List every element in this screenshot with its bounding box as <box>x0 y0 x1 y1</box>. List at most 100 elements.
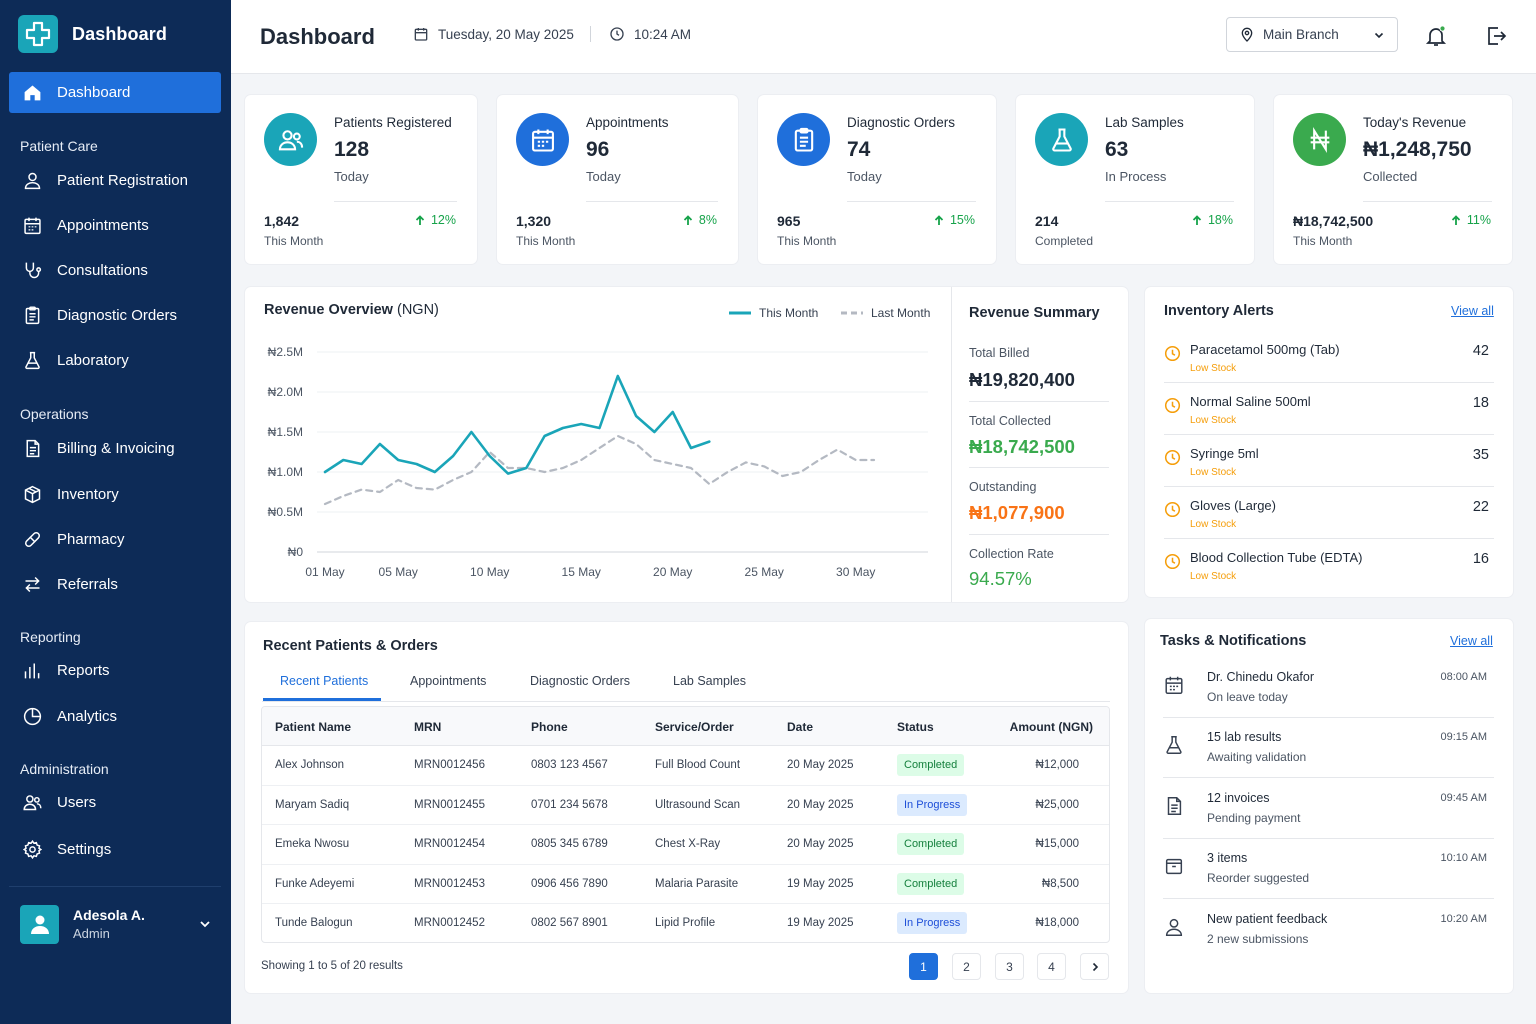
table-row[interactable]: Maryam Sadiq MRN0012455 0701 234 5678 Ultra… <box>262 786 1109 826</box>
tasks-card <box>1145 619 1513 993</box>
column-header[interactable]: MRN <box>414 720 442 734</box>
clock-warning-icon <box>1164 553 1181 570</box>
inventory-item-name[interactable]: Paracetamol 500mg (Tab) <box>1190 342 1340 357</box>
x-tick-label: 10 May <box>470 565 509 579</box>
inventory-item-name[interactable]: Gloves (Large) <box>1190 498 1276 513</box>
users-icon <box>23 795 42 811</box>
page-button[interactable]: 1 <box>909 953 938 980</box>
cell-mrn: MRN0012452 <box>414 917 485 930</box>
clock-warning-icon <box>1164 449 1181 466</box>
user-profile[interactable]: Adesola A. Admin <box>20 904 212 944</box>
stat-value: 96 <box>586 138 610 161</box>
page-button[interactable]: 3 <box>995 953 1024 980</box>
inventory-item-name[interactable]: Normal Saline 500ml <box>1190 394 1311 409</box>
brand[interactable]: Dashboard <box>18 15 167 53</box>
sidebar-item-label: Diagnostic Orders <box>57 307 178 324</box>
pagination-info: Showing 1 to 5 of 20 results <box>261 960 403 972</box>
list-divider <box>1164 382 1494 383</box>
sidebar: Dashboard Dashboard Patient Care Patient… <box>0 0 231 1024</box>
sidebar-item-reports[interactable]: Reports <box>9 650 221 691</box>
sidebar-item-diagnostic-orders[interactable]: Diagnostic Orders <box>9 295 221 336</box>
stat-change: 18% <box>1192 213 1233 227</box>
box-icon <box>24 485 41 504</box>
branch-selector[interactable]: Main Branch <box>1226 17 1398 52</box>
column-header[interactable]: Amount (NGN) <box>1009 720 1093 734</box>
stat-change: 11% <box>1451 213 1491 227</box>
stat-divider <box>1105 201 1234 202</box>
status-badge: Completed <box>897 833 965 856</box>
sidebar-item-label: Patient Registration <box>57 172 188 189</box>
list-divider <box>1164 538 1494 539</box>
date-text: Tuesday, 20 May 2025 <box>438 26 574 42</box>
sidebar-item-laboratory[interactable]: Laboratory <box>9 340 221 381</box>
column-header[interactable]: Patient Name <box>275 720 352 734</box>
task-title[interactable]: New patient feedback <box>1207 911 1328 926</box>
tab-lab-samples[interactable]: Lab Samples <box>673 674 746 688</box>
sidebar-item-billing[interactable]: Billing & Invoicing <box>9 428 221 469</box>
y-tick-label: ₦2.5M <box>268 345 303 359</box>
tab-recent-patients[interactable]: Recent Patients <box>280 674 369 688</box>
clock-warning-icon <box>1164 345 1181 362</box>
column-header[interactable]: Service/Order <box>655 720 734 734</box>
arrows-icon <box>25 576 40 593</box>
stat-month-label: This Month <box>777 234 837 248</box>
list-divider <box>1163 837 1494 839</box>
logout-icon[interactable] <box>1484 24 1508 48</box>
cell-phone: 0802 567 8901 <box>531 917 608 930</box>
cell-service: Full Blood Count <box>655 759 741 771</box>
table-row[interactable]: Funke Adeyemi MRN0012453 0906 456 7890 Mala… <box>262 865 1109 905</box>
header-separator <box>590 26 591 42</box>
list-divider <box>1163 898 1494 900</box>
table-row[interactable]: Alex Johnson MRN0012456 0803 123 4567 Full … <box>262 746 1109 786</box>
sidebar-item-consultations[interactable]: Consultations <box>9 250 221 291</box>
sidebar-item-appointments[interactable]: Appointments <box>9 205 221 246</box>
total-billed-value: ₦19,820,400 <box>969 369 1075 390</box>
x-tick-label: 30 May <box>836 565 875 579</box>
sidebar-item-settings[interactable]: Settings <box>9 829 221 870</box>
header-time: 10:24 AM <box>609 26 691 42</box>
arrow-up-icon <box>683 214 693 225</box>
task-title[interactable]: 12 invoices <box>1207 790 1270 805</box>
clipboard-icon <box>25 306 40 325</box>
bell-icon[interactable] <box>1424 24 1448 48</box>
summary-label: Outstanding <box>969 480 1037 494</box>
tasks-view-all-link[interactable]: View all <box>1450 634 1493 648</box>
task-title[interactable]: 15 lab results <box>1207 730 1282 745</box>
cell-mrn: MRN0012454 <box>414 838 485 851</box>
inventory-item-name[interactable]: Syringe 5ml <box>1190 446 1259 461</box>
task-title[interactable]: Dr. Chinedu Okafor <box>1207 670 1314 684</box>
sidebar-item-referrals[interactable]: Referrals <box>9 564 221 605</box>
table-row[interactable]: Emeka Nwosu MRN0012454 0805 345 6789 Chest … <box>262 825 1109 865</box>
column-header[interactable]: Status <box>897 720 934 734</box>
table-header: Patient Name MRN Phone Service/Order Dat… <box>262 707 1109 746</box>
table-row[interactable]: Tunde Balogun MRN0012452 0802 567 8901 Lipi… <box>262 904 1109 942</box>
stat-change-value: 15% <box>949 213 975 227</box>
page-button[interactable]: 4 <box>1037 953 1066 980</box>
sidebar-item-patient-registration[interactable]: Patient Registration <box>9 160 221 201</box>
arrow-up-icon <box>415 214 425 225</box>
inventory-item-name[interactable]: Blood Collection Tube (EDTA) <box>1190 550 1363 565</box>
column-header[interactable]: Phone <box>531 720 568 734</box>
sidebar-item-inventory[interactable]: Inventory <box>9 474 221 515</box>
inventory-view-all-link[interactable]: View all <box>1451 304 1494 318</box>
x-tick-label: 01 May <box>305 565 344 579</box>
cell-amount: ₦12,000 <box>1035 759 1079 771</box>
nav-group-title: Operations <box>20 406 89 422</box>
cell-amount: ₦15,000 <box>1035 838 1079 851</box>
task-title[interactable]: 3 items <box>1207 851 1248 866</box>
branch-label: Main Branch <box>1263 27 1339 42</box>
bar-chart-icon <box>24 663 40 679</box>
tab-diagnostic-orders[interactable]: Diagnostic Orders <box>530 674 631 688</box>
sidebar-item-dashboard[interactable]: Dashboard <box>9 72 221 113</box>
page-button[interactable]: 2 <box>952 953 981 980</box>
task-time: 10:20 AM <box>1440 912 1487 925</box>
sidebar-item-analytics[interactable]: Analytics <box>9 696 221 737</box>
sidebar-item-pharmacy[interactable]: Pharmacy <box>9 519 221 560</box>
next-page-button[interactable] <box>1080 953 1109 980</box>
naira-circle <box>1293 113 1346 166</box>
column-header[interactable]: Date <box>787 720 814 734</box>
series-line-this-month <box>323 374 711 475</box>
chevron-down-icon[interactable] <box>198 917 212 931</box>
sidebar-item-users[interactable]: Users <box>9 782 221 823</box>
tab-appointments[interactable]: Appointments <box>410 674 487 688</box>
